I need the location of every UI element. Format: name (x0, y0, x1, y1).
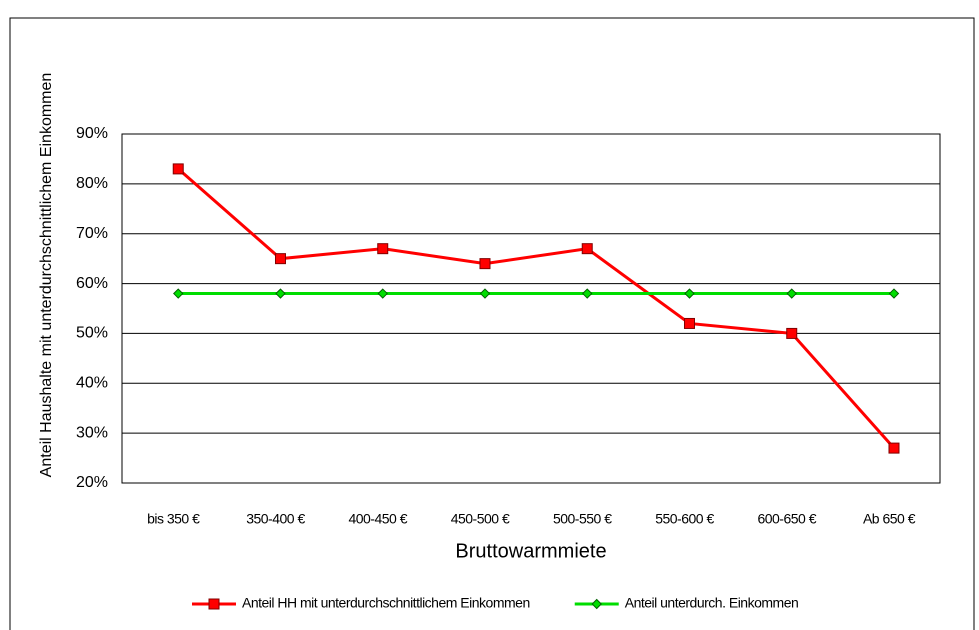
y-axis-title: Anteil Haushalte mit unterdurchschnittli… (38, 73, 55, 478)
data-point (173, 288, 184, 299)
y-tick-label: 60% (76, 275, 108, 292)
x-tick-label: bis 350 € (147, 511, 200, 527)
y-tick-label: 20% (76, 474, 108, 491)
y-tick-label: 90% (76, 125, 108, 142)
legend-label: Anteil unterdurch. Einkommen (625, 595, 799, 611)
y-tick-label: 70% (76, 225, 108, 242)
data-point (786, 327, 798, 339)
x-tick-label: 400-450 € (348, 511, 407, 527)
data-point (479, 258, 491, 270)
data-point (274, 253, 286, 265)
legend-label: Anteil HH mit unterdurchschnittlichem Ei… (242, 595, 530, 611)
plot-area (121, 133, 941, 484)
data-point (684, 288, 695, 299)
data-point (479, 288, 491, 299)
y-tick-label: 80% (76, 175, 108, 192)
data-point (582, 288, 593, 299)
x-tick-label: 450-500 € (451, 511, 510, 527)
y-tick-label: 40% (76, 375, 108, 392)
x-tick-label: 350-400 € (246, 511, 305, 527)
legend-marker (208, 598, 220, 610)
x-tick-label: 550-600 € (655, 511, 714, 527)
data-point (172, 163, 184, 175)
legend-marker (591, 598, 602, 610)
x-tick-label: Ab 650 € (863, 511, 916, 527)
data-point (888, 442, 900, 454)
x-tick-label: 600-650 € (757, 511, 816, 527)
data-point (581, 243, 593, 255)
series-line (177, 167, 896, 450)
y-tick-label: 50% (76, 325, 108, 342)
data-point (683, 317, 695, 329)
data-point (888, 288, 900, 299)
y-tick-label: 30% (76, 424, 108, 441)
data-point (377, 288, 388, 299)
data-point (786, 288, 797, 299)
x-tick-label: 500-550 € (553, 511, 612, 527)
data-point (275, 288, 286, 299)
x-axis-title: Bruttowarmmiete (455, 540, 606, 562)
data-point (377, 243, 389, 255)
